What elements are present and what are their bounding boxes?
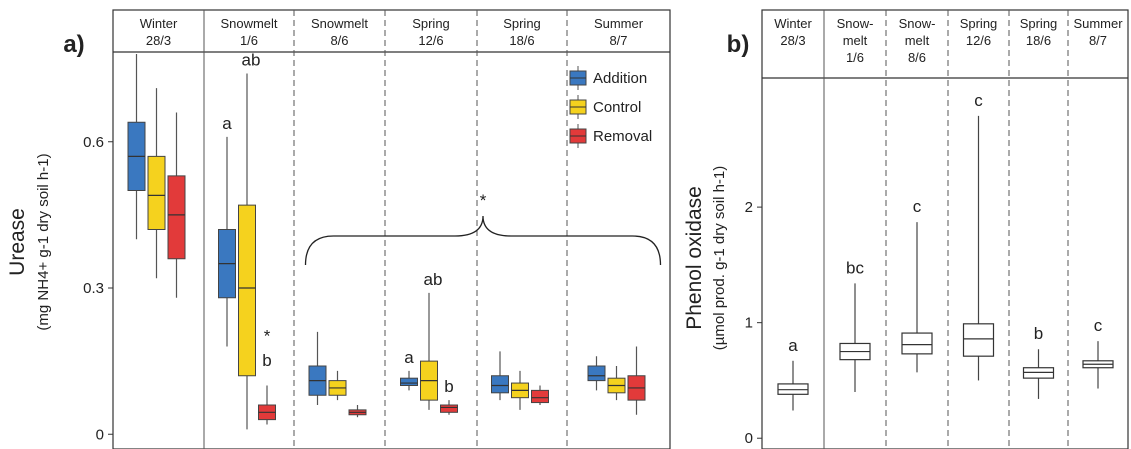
panel-a-y-axis-title: Urease	[6, 208, 29, 276]
significance-letter: a	[788, 336, 798, 355]
panel-a-period-season: Winter	[140, 16, 178, 31]
box-body	[531, 389, 549, 404]
panel-a-box-control	[420, 292, 438, 410]
panel-a-box-addition	[218, 136, 236, 347]
panel-b-period-season: Snow-	[899, 16, 936, 31]
panel-b-period-date: 12/6	[966, 33, 991, 48]
panel-b-period-date: 1/6	[846, 50, 864, 65]
panel-b-y-axis-title: Phenol oxidase	[683, 186, 706, 330]
significance-letter: a	[222, 114, 232, 133]
box-body	[147, 155, 166, 230]
box-body	[587, 365, 606, 382]
panel-a-box-addition	[127, 54, 146, 240]
panel-a-period-season: Snowmelt	[220, 16, 277, 31]
panel-a-box-control	[328, 370, 347, 401]
box-body	[491, 375, 509, 394]
box-body	[167, 175, 186, 260]
panel-a-y-axis-units: (mg NH4+ g-1 dry soil h-1)	[35, 153, 52, 330]
panel-b-y-tick-label: 2	[745, 199, 753, 216]
panel-a-box-control	[511, 370, 529, 410]
panel-b-y-tick-label: 1	[745, 315, 753, 332]
significance-letter: ab	[424, 270, 443, 289]
significance-star: *	[480, 191, 487, 210]
panel-a-box-addition	[308, 331, 327, 405]
panel-a-box-addition	[587, 356, 606, 391]
significance-letter: bc	[846, 258, 864, 277]
panel-b-y-axis-units: (µmol prod. g-1 dry soil h-1)	[711, 166, 728, 351]
box-body	[400, 377, 418, 386]
panel-a-frame	[112, 9, 671, 449]
panel-b-period-date: 8/6	[908, 50, 926, 65]
panel-a-period-date: 12/6	[418, 33, 443, 48]
panel-b-frame	[761, 9, 1129, 449]
significance-letter: c	[1094, 316, 1103, 335]
panel-b-period-date: 28/3	[780, 33, 805, 48]
panel-b-box	[777, 360, 809, 411]
panel-a-box-control	[607, 366, 626, 401]
panel-a-y-tick-label: 0.6	[83, 134, 104, 151]
significance-bracket	[304, 215, 662, 266]
panel-a-box-removal	[440, 400, 458, 415]
panel-b-y-tick-label: 0	[745, 430, 753, 447]
significance-letter: a	[404, 348, 414, 367]
panel-a-period-season: Snowmelt	[311, 16, 368, 31]
significance-letter: *	[264, 327, 271, 346]
panel-b-box	[901, 222, 933, 373]
panel-b-box	[962, 115, 995, 381]
significance-letter: b	[444, 377, 453, 396]
panel-a-box-addition	[400, 370, 418, 391]
panel-a-period-date: 8/7	[609, 33, 627, 48]
significance-letter: b	[262, 351, 271, 370]
significance-letter: c	[913, 197, 922, 216]
panel-b-period-season: Spring	[960, 16, 998, 31]
panel-b-period-season: Snow-	[837, 16, 874, 31]
panel-b-box	[839, 283, 871, 392]
panel-a-box-control	[238, 73, 256, 430]
box-body	[901, 332, 933, 355]
legend-entry-control: Control	[593, 99, 641, 116]
panel-b-box	[1022, 349, 1055, 399]
box-body	[962, 323, 995, 357]
panel-a-box-removal	[348, 405, 367, 418]
panel-a-y-tick-label: 0.3	[83, 280, 104, 297]
panel-a-period-season: Spring	[412, 16, 450, 31]
legend: Addition Control Removal	[569, 66, 652, 148]
panel-a-box-control	[147, 88, 166, 279]
box-body	[238, 204, 256, 377]
box-body	[440, 404, 458, 413]
panel-a-period-date: 1/6	[240, 33, 258, 48]
panel-a-label: a)	[63, 31, 84, 58]
panel-b-period-season: Summer	[1073, 16, 1123, 31]
panel-b-period-season: Winter	[774, 16, 812, 31]
panel-a-box-addition	[491, 351, 509, 401]
panel-b-phenol-oxidase: Winter 28/3 Snow-melt 1/6 Snow-melt 8/6 Spring…	[683, 9, 1129, 449]
panel-b-period-season: Spring	[1020, 16, 1058, 31]
panel-a-period-date: 8/6	[330, 33, 348, 48]
panel-b-period-date: 8/7	[1089, 33, 1107, 48]
panel-b-label: b)	[727, 31, 750, 58]
panel-a-period-season: Summer	[594, 16, 644, 31]
significance-letter: ab	[242, 51, 261, 70]
panel-a-y-tick-label: 0	[96, 426, 104, 443]
significance-letter: b	[1034, 324, 1043, 343]
panel-a-box-removal	[627, 346, 646, 415]
panel-a-period-date: 28/3	[146, 33, 171, 48]
legend-entry-addition: Addition	[593, 70, 647, 87]
panel-a-period-season: Spring	[503, 16, 541, 31]
panel-b-period-season-cont: melt	[905, 33, 930, 48]
panel-a-box-removal	[167, 112, 186, 298]
panel-b-box	[1082, 341, 1114, 389]
panel-a-box-removal	[258, 385, 276, 425]
panel-b-period-season-cont: melt	[843, 33, 868, 48]
panel-a-period-date: 18/6	[509, 33, 534, 48]
panel-a-urease: Winter 28/3 Snowmelt 1/6 Snowmelt 8/6 Spring 12…	[6, 9, 671, 449]
legend-entry-removal: Removal	[593, 128, 652, 145]
panel-a-box-removal	[531, 385, 549, 405]
significance-letter: c	[974, 91, 983, 110]
panel-b-period-date: 18/6	[1026, 33, 1051, 48]
